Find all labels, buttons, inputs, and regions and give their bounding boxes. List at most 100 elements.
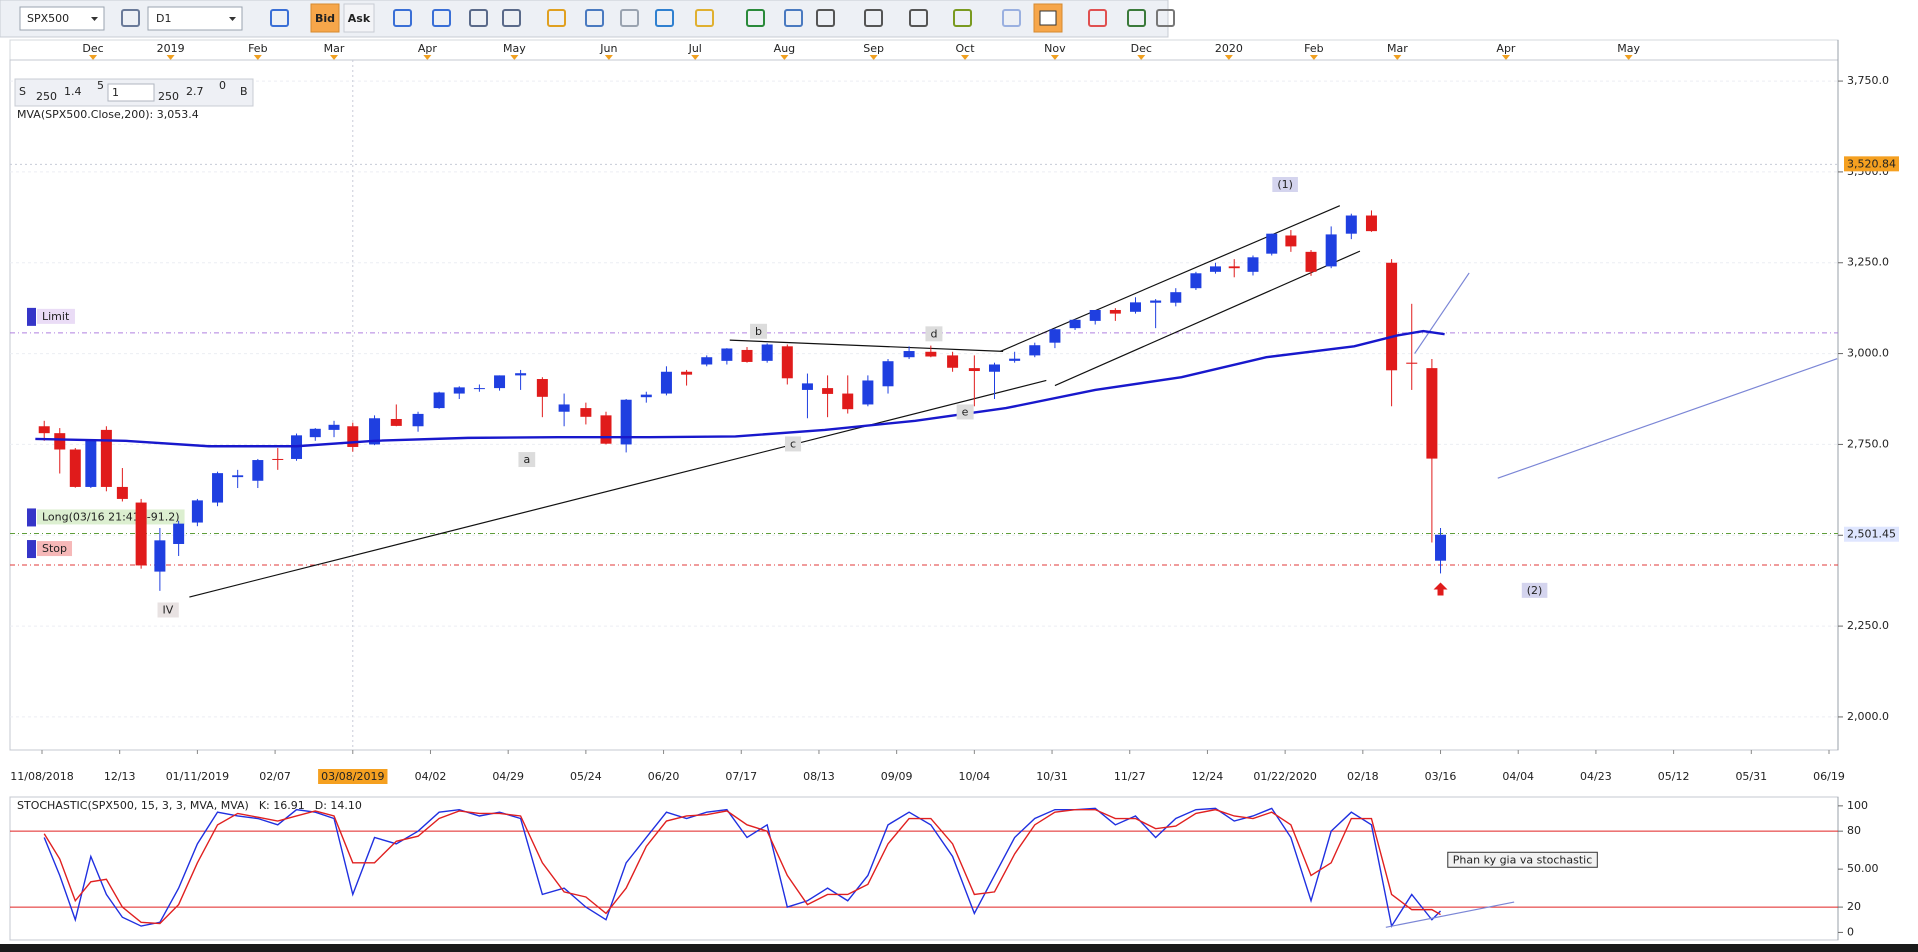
quote-buy-label: B — [240, 85, 248, 98]
trend-line — [729, 339, 1004, 353]
x-tick-label: 05/12 — [1658, 770, 1690, 783]
x-tick-label: 07/17 — [725, 770, 757, 783]
tool-icon[interactable] — [547, 9, 566, 27]
candle-body — [494, 375, 506, 389]
candle-body — [882, 361, 894, 387]
candle-body — [781, 346, 793, 379]
candle-body — [473, 388, 485, 390]
order-label-box — [37, 509, 185, 525]
x-tick-label: 04/29 — [492, 770, 524, 783]
tool-icon[interactable] — [469, 9, 488, 27]
candle-body — [580, 408, 592, 417]
x-tick-label: 12/24 — [1192, 770, 1224, 783]
y-tick-label: 20 — [1847, 900, 1861, 913]
candle-body — [347, 426, 359, 447]
candle-body — [1426, 368, 1438, 459]
month-label: Feb — [248, 42, 267, 55]
y-tick-label: 3,250.0 — [1847, 256, 1889, 269]
plot-area — [9, 59, 1839, 751]
tool-icon[interactable] — [1156, 9, 1175, 27]
month-label: Nov — [1044, 42, 1066, 55]
tool-icon[interactable] — [1127, 9, 1146, 27]
tool-icon[interactable] — [121, 9, 140, 27]
month-marker — [89, 55, 98, 60]
candle-body — [69, 449, 81, 487]
order-label: Long(03/16 21:41, -91.2) — [42, 510, 180, 523]
crosshair-price-label: 3,520.84 — [1847, 157, 1896, 170]
candle-body — [191, 500, 203, 523]
candle-body — [903, 351, 915, 358]
candle-body — [558, 404, 570, 412]
candle-body — [1365, 215, 1377, 232]
x-tick-label: 02/18 — [1347, 770, 1379, 783]
legend-entry: MVA(SPX500.Close,200): 3,053.4 — [17, 108, 199, 121]
month-label: Aug — [774, 42, 795, 55]
last-price-label-box — [1844, 526, 1899, 542]
candle-body — [154, 540, 166, 572]
month-label: Dec — [82, 42, 103, 55]
candle-body — [822, 388, 834, 394]
tool-icon[interactable] — [909, 9, 928, 27]
tool-icon[interactable] — [502, 9, 521, 27]
tool-icon[interactable] — [695, 9, 714, 27]
candle-body — [390, 418, 402, 426]
x-tick-label: 05/31 — [1735, 770, 1767, 783]
candle-body — [640, 394, 652, 398]
order-handle — [27, 307, 36, 326]
timeframe-combo[interactable] — [147, 6, 243, 31]
candle-body — [272, 458, 284, 460]
x-tick-label: 09/09 — [881, 770, 913, 783]
y-tick-label: 3,000.0 — [1847, 347, 1889, 360]
order-handle — [27, 508, 36, 527]
trend-line — [189, 379, 1047, 598]
tool-icon[interactable] — [1088, 9, 1107, 27]
month-label: Oct — [956, 42, 976, 55]
trend-line — [1414, 272, 1470, 354]
month-marker — [780, 55, 789, 60]
x-tick-label: 01/22/2020 — [1253, 770, 1316, 783]
bid-button[interactable] — [310, 3, 340, 33]
month-label: Dec — [1131, 42, 1152, 55]
stochastic-note-box — [1447, 851, 1598, 868]
wave-label-box — [925, 326, 943, 342]
month-marker — [1137, 55, 1146, 60]
candle-body — [1069, 319, 1081, 329]
tool-icon[interactable] — [270, 9, 289, 27]
ask-label: Ask — [348, 12, 371, 25]
tool-icon[interactable] — [1002, 9, 1021, 27]
tool-icon[interactable] — [784, 9, 803, 27]
month-marker — [1224, 55, 1233, 60]
legend-entry: D: 14.10 — [315, 799, 362, 812]
tool-icon[interactable] — [953, 9, 972, 27]
tool-icon[interactable] — [746, 9, 765, 27]
quote-buy-price: 2.7 — [186, 85, 204, 98]
ask-button[interactable] — [343, 3, 375, 33]
month-marker — [166, 55, 175, 60]
month-label: Jun — [599, 42, 617, 55]
tool-icon[interactable] — [655, 9, 674, 27]
candle-body — [842, 393, 854, 410]
wave-label-box — [956, 404, 974, 420]
month-label: Feb — [1304, 42, 1323, 55]
tool-icon[interactable] — [864, 9, 883, 27]
candle-body — [988, 364, 1000, 372]
x-tick-label: 11/08/2018 — [10, 770, 73, 783]
tool-icon[interactable] — [816, 9, 835, 27]
indicator-title: STOCHASTIC(SPX500, 15, 3, 3, MVA, MVA) — [17, 799, 249, 812]
tool-icon[interactable] — [620, 9, 639, 27]
order-label: Stop — [42, 542, 67, 555]
y-tick-label: 100 — [1847, 799, 1868, 812]
tool-icon[interactable] — [432, 9, 451, 27]
amount-input[interactable] — [107, 83, 155, 102]
last-price-label: 2,501.45 — [1847, 528, 1896, 541]
month-marker — [510, 55, 519, 60]
symbol-combo[interactable] — [19, 6, 105, 31]
x-tick-label: 02/07 — [259, 770, 291, 783]
x-tick-label: 03/16 — [1425, 770, 1457, 783]
y-tick-label: 2,750.0 — [1847, 437, 1889, 450]
tool-icon[interactable] — [393, 9, 412, 27]
tool-icon[interactable] — [585, 9, 604, 27]
candle-body — [1029, 345, 1041, 356]
buy-signal — [1433, 582, 1448, 596]
candle-body — [433, 392, 445, 409]
